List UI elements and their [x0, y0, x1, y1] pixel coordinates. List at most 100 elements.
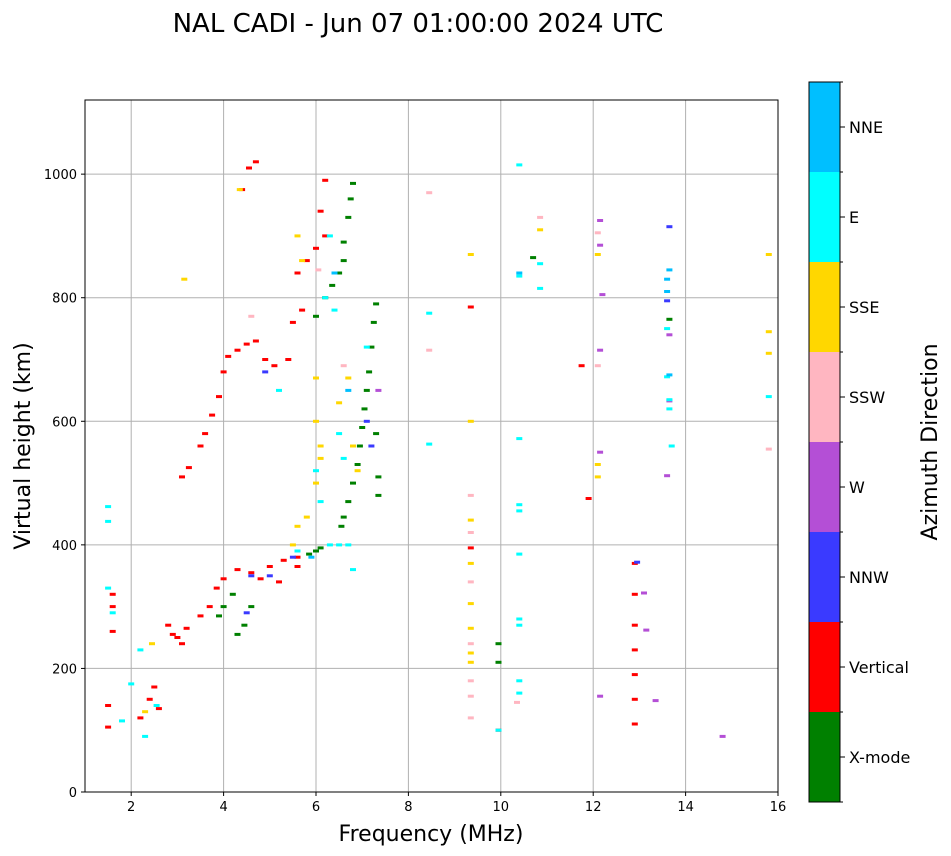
data-point — [262, 370, 269, 374]
colorbar-tick-label: X-mode — [849, 748, 910, 767]
data-point — [234, 632, 241, 636]
data-point — [666, 333, 673, 337]
data-point — [234, 568, 241, 572]
data-point — [289, 555, 296, 559]
data-point — [345, 388, 352, 392]
data-point — [664, 375, 671, 379]
data-point — [666, 317, 673, 321]
plot-area: 2 4 6 8 10 12 14 16 0 200 400 600 800 1000 — [44, 99, 786, 815]
data-point — [340, 456, 347, 460]
colorbar-segment — [809, 352, 840, 442]
data-point — [597, 219, 604, 222]
data-point — [294, 271, 301, 275]
data-point — [537, 286, 544, 290]
data-point — [516, 617, 523, 621]
data-point — [467, 679, 474, 683]
y-tick-label: 400 — [52, 539, 77, 554]
data-point — [631, 648, 638, 652]
data-point — [262, 358, 269, 361]
data-point — [243, 611, 250, 615]
data-point — [597, 450, 604, 454]
data-point — [537, 262, 544, 266]
data-point — [516, 163, 523, 167]
data-point — [597, 348, 604, 352]
data-point — [350, 568, 356, 572]
data-point — [641, 591, 647, 595]
data-point — [350, 181, 356, 185]
data-point — [216, 395, 222, 399]
data-point — [467, 694, 474, 698]
data-point — [183, 626, 190, 630]
y-tick-label: 0 — [69, 786, 77, 801]
data-point — [149, 642, 155, 646]
data-point — [345, 543, 352, 547]
colorbar-tick-label: Vertical — [849, 658, 909, 677]
data-point — [765, 447, 772, 451]
data-point — [530, 256, 537, 260]
data-point — [467, 642, 474, 646]
data-point — [220, 370, 227, 374]
data-point — [516, 552, 523, 556]
colorbar-segment — [809, 172, 840, 262]
data-point — [467, 580, 474, 584]
data-point — [179, 642, 185, 646]
data-point — [236, 188, 243, 192]
data-point — [668, 444, 675, 448]
data-point — [331, 308, 338, 312]
data-point — [248, 605, 255, 609]
colorbar-tick-label: NNW — [849, 568, 889, 587]
data-point — [345, 500, 352, 504]
data-point — [289, 320, 296, 324]
data-point — [599, 293, 606, 297]
chart-title: NAL CADI - Jun 07 01:00:00 2024 UTC — [173, 9, 664, 39]
series-vertical — [105, 160, 638, 732]
data-point — [248, 314, 255, 318]
data-point — [467, 305, 474, 309]
data-point — [105, 519, 112, 523]
colorbar-label: Azimuth Direction — [918, 343, 943, 540]
data-point — [467, 660, 474, 664]
data-point — [303, 515, 310, 519]
data-point — [340, 240, 347, 244]
data-point — [299, 259, 306, 263]
data-point — [363, 419, 370, 423]
data-point — [634, 560, 641, 564]
y-tick-label: 600 — [52, 415, 77, 430]
data-point — [495, 728, 502, 732]
data-point — [285, 358, 292, 361]
data-point — [252, 339, 259, 343]
data-point — [666, 407, 673, 411]
data-point — [666, 373, 673, 377]
data-point — [252, 160, 259, 164]
data-point — [516, 271, 523, 275]
data-point — [664, 277, 671, 281]
series-sse — [142, 188, 772, 714]
data-point — [105, 704, 112, 707]
colorbar-tick-label: SSW — [849, 388, 885, 407]
data-point — [289, 543, 296, 547]
data-point — [370, 320, 377, 324]
x-tick-label: 2 — [127, 800, 135, 815]
x-tick-label: 6 — [312, 800, 320, 815]
data-point — [105, 725, 112, 729]
y-axis-ticks: 0 200 400 600 800 1000 — [44, 168, 85, 801]
data-point — [765, 253, 772, 256]
data-point — [373, 302, 380, 306]
data-point — [495, 642, 502, 646]
y-tick-label: 800 — [52, 292, 77, 307]
data-point — [631, 592, 638, 596]
colorbar-segment — [809, 442, 840, 532]
data-point — [345, 376, 352, 380]
data-point — [426, 311, 433, 315]
data-point — [467, 419, 474, 423]
data-point — [197, 444, 204, 448]
data-point — [366, 370, 373, 374]
series-nnw — [243, 225, 673, 615]
data-point — [467, 651, 474, 655]
data-point — [105, 505, 112, 509]
data-point — [317, 209, 324, 213]
data-point — [128, 682, 135, 686]
data-point — [340, 259, 347, 263]
data-point — [631, 623, 638, 627]
